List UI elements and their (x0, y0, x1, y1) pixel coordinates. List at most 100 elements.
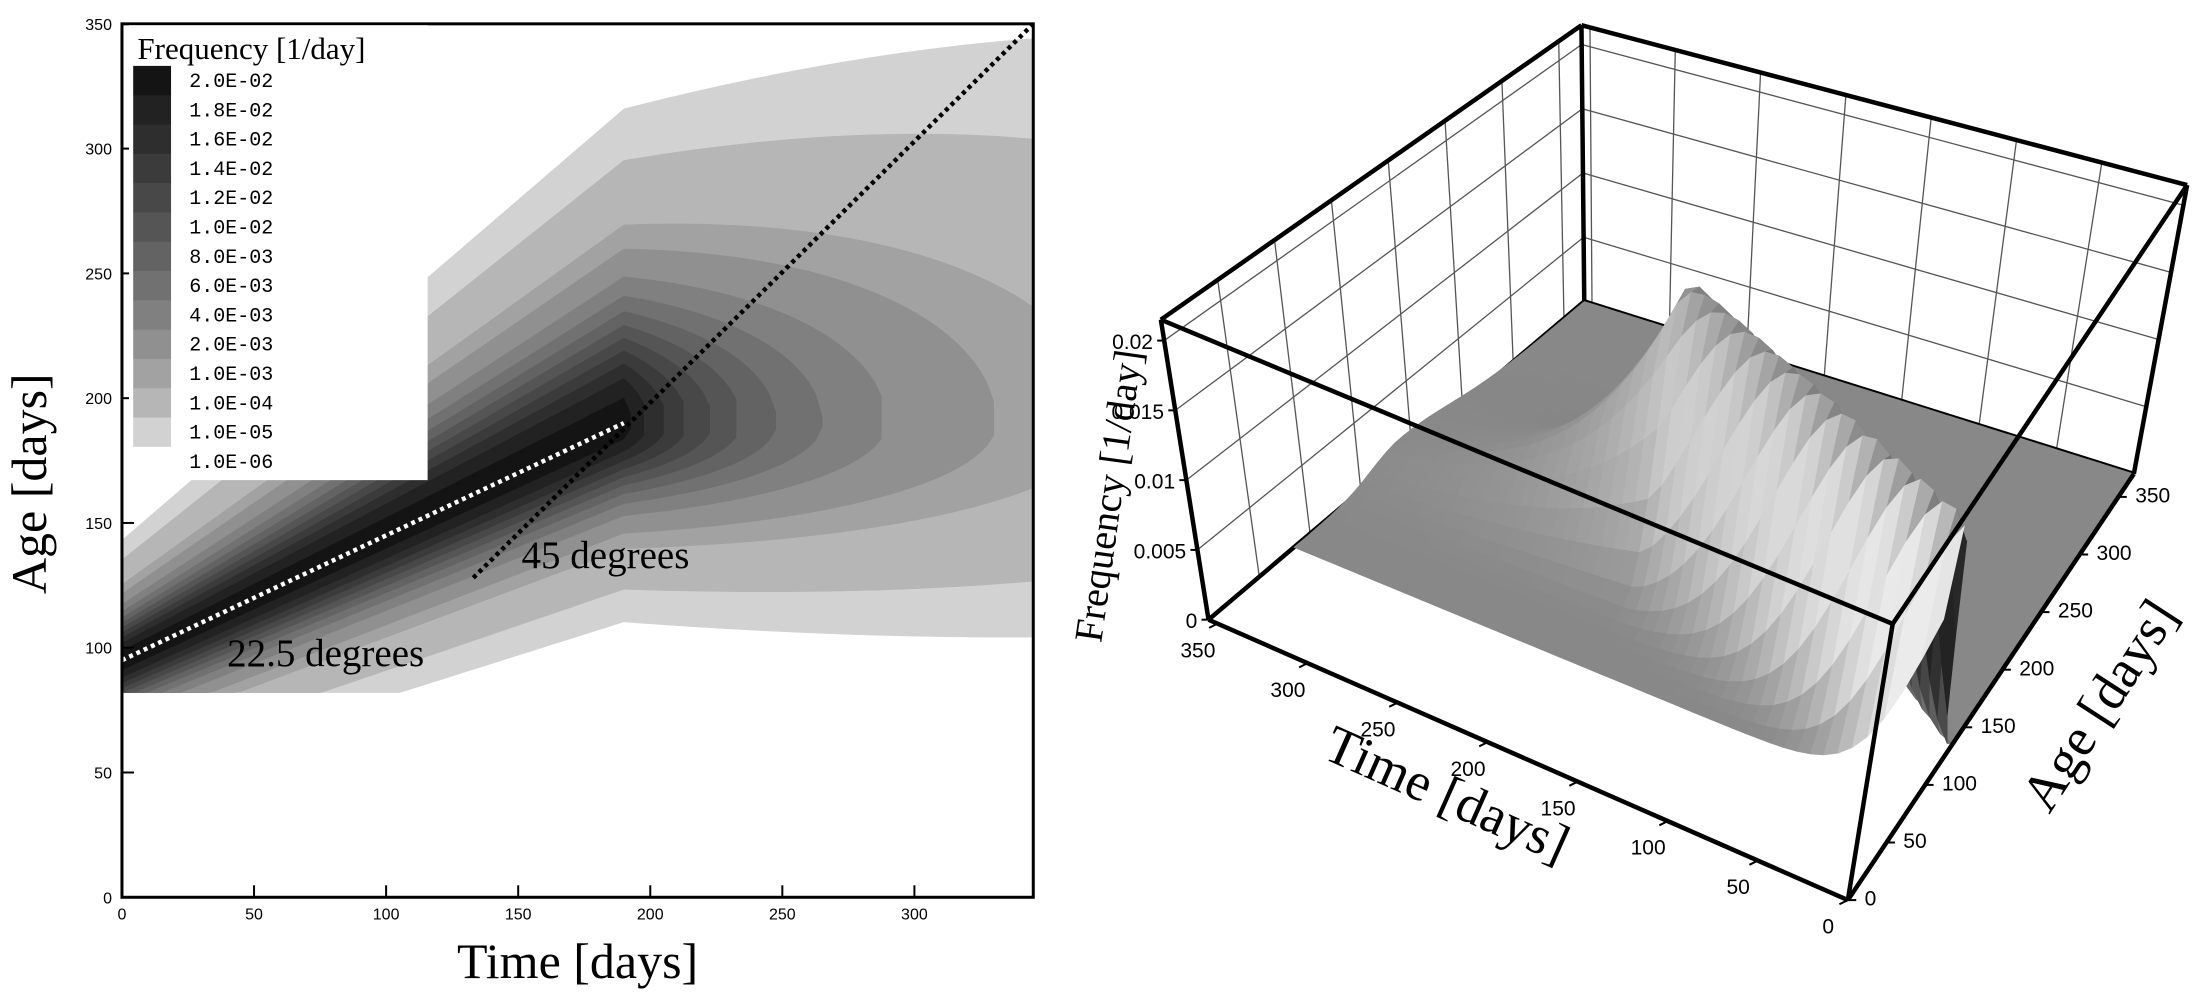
x-tick-label: 250 (769, 906, 796, 923)
grid-line (1581, 43, 2184, 206)
y-tick-label: 300 (85, 142, 112, 159)
x-tick-label: 250 (1360, 718, 1395, 741)
plot-frame (120, 22, 1035, 899)
surface-panel: 0 50 100 150 200 250 300 350 0 50 100 150 200 250 300 3… (1065, 23, 2190, 939)
legend-label: 2.0E-03 (189, 335, 273, 358)
grid-line (1174, 108, 1583, 411)
x-tick-label: 0 (118, 906, 127, 923)
z-tick-label: 0.015 (1111, 401, 1164, 424)
z-tick-label: 0.01 (1134, 471, 1175, 494)
grid-line (1823, 94, 1847, 377)
legend-label: 1.0E-04 (189, 393, 273, 416)
z-tick-label: 0 (1186, 610, 1198, 633)
x-tick-label: 200 (1451, 758, 1486, 781)
x-axis-label: Time [days] (1316, 714, 1578, 875)
legend-label: 2.0E-02 (189, 71, 273, 94)
x-tick-label: 50 (245, 906, 263, 923)
legend-swatch (133, 446, 172, 477)
legend-title: Frequency [1/day] (137, 31, 365, 66)
grid-line (1330, 200, 1362, 491)
legend-label: 8.0E-03 (189, 247, 273, 270)
x-tick-label: 100 (1631, 837, 1666, 860)
x-tick-label: 300 (901, 906, 928, 923)
annotation: 45 degrees (522, 534, 690, 577)
legend-swatch (133, 271, 172, 301)
box-edge (1207, 617, 1849, 903)
y-tick-label: 0 (1865, 888, 1877, 911)
x-tick-label: 150 (1541, 797, 1576, 820)
grid-line (2055, 162, 2103, 450)
legend-swatch (133, 124, 172, 155)
x-tick (1388, 701, 1399, 708)
x-tick (1658, 820, 1669, 827)
y-tick-label: 50 (94, 766, 112, 783)
z-axis-label: Frequency [1/day] (1065, 347, 1151, 645)
x-tick-label: 50 (1726, 876, 1749, 899)
legend-label: 1.6E-02 (189, 130, 273, 153)
z-tick-label: 0.005 (1134, 540, 1187, 563)
legend-box (128, 25, 428, 481)
legend-swatch (133, 241, 172, 272)
y-tick-label: 150 (1981, 715, 2016, 738)
grid-line (1197, 236, 1585, 551)
y-tick-label: 350 (85, 17, 112, 34)
y-tick-label: 200 (2019, 657, 2054, 680)
y-tick-label: 250 (2058, 600, 2093, 623)
grid-line (1583, 236, 2147, 408)
x-tick (1838, 899, 1849, 906)
box-edge (1159, 317, 1894, 626)
grid-line (1163, 43, 1583, 342)
x-tick-label: 150 (505, 906, 532, 923)
legend-label: 1.0E-05 (189, 423, 273, 446)
y-tick-label: 200 (85, 391, 112, 408)
legend-swatch (133, 212, 172, 243)
z-tick-label: 0.02 (1112, 331, 1153, 354)
legend-swatch (133, 153, 172, 184)
y-tick-label: 100 (85, 641, 112, 658)
box-edge (1159, 23, 1583, 322)
y-tick-label: 350 (2135, 485, 2170, 508)
x-tick-label: 300 (1270, 679, 1305, 702)
box-edge (1158, 319, 1211, 621)
y-tick-label: 300 (2097, 542, 2132, 565)
x-tick-label: 0 (1822, 916, 1834, 939)
grid-line (1668, 49, 1676, 329)
legend-swatch (133, 183, 172, 213)
x-tick-label: 100 (373, 906, 400, 923)
legend-label: 1.0E-03 (189, 364, 273, 387)
x-tick (1298, 662, 1309, 669)
reference-line (471, 23, 1034, 580)
legend-label: 1.4E-02 (189, 159, 273, 182)
legend-label: 1.0E-06 (189, 452, 273, 475)
grid-line (1746, 72, 1762, 353)
grid-line (1978, 139, 2018, 426)
box-edge (1845, 472, 2136, 902)
x-tick-label: 350 (1180, 639, 1215, 662)
y-tick-label: 150 (85, 516, 112, 533)
x-tick (1208, 622, 1218, 629)
grid-line (1501, 80, 1514, 362)
surface (1293, 286, 2135, 756)
legend-swatch (133, 65, 172, 96)
grid-line (1185, 172, 1584, 481)
box-edge (1845, 623, 1895, 901)
legend-label: 4.0E-03 (189, 305, 273, 328)
grid-line (1273, 240, 1311, 534)
legend-swatch (133, 358, 172, 389)
y-tick-label: 250 (85, 266, 112, 283)
box-edge (1579, 25, 1587, 302)
legend-label: 1.8E-02 (189, 100, 273, 123)
x-axis-label: Time [days] (457, 933, 698, 989)
grid-line (1900, 117, 1932, 402)
legend-swatch (133, 300, 172, 331)
annotation: 22.5 degrees (227, 632, 424, 675)
grid-line (1558, 41, 1565, 319)
legend-swatch (133, 388, 172, 419)
legend-swatch (133, 95, 172, 125)
x-tick-label: 200 (637, 906, 664, 923)
legend-label: 1.0E-02 (189, 218, 273, 241)
y-tick-label: 0 (103, 890, 112, 907)
x-tick (1568, 780, 1579, 787)
